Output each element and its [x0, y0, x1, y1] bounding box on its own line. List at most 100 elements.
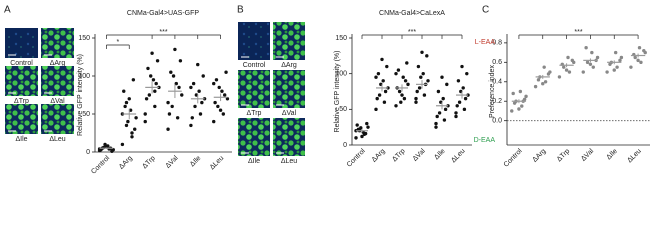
data-point	[381, 79, 385, 83]
data-point	[385, 64, 389, 69]
data-point	[217, 85, 221, 90]
data-point	[465, 71, 469, 76]
data-point	[605, 70, 609, 74]
data-point	[619, 55, 624, 60]
data-point	[151, 78, 156, 82]
data-point	[425, 54, 429, 58]
data-point	[581, 70, 585, 74]
micrograph	[5, 104, 38, 134]
data-point	[221, 112, 226, 116]
x-tick-label: ΔTrp	[391, 148, 407, 164]
data-point	[178, 59, 183, 63]
micrograph	[41, 104, 74, 134]
data-point	[394, 104, 398, 108]
data-point	[520, 104, 524, 108]
data-point	[214, 78, 219, 82]
data-point	[461, 86, 465, 90]
data-point	[440, 75, 444, 79]
image-label: ΔLeu	[281, 158, 297, 165]
data-point	[130, 131, 134, 135]
data-point	[590, 50, 594, 55]
data-point	[454, 111, 458, 115]
data-point	[399, 100, 403, 104]
x-tick-label: ΔIle	[189, 155, 203, 169]
data-point	[420, 50, 424, 54]
data-point	[131, 78, 136, 82]
x-tick-label: ΔLeu	[209, 155, 226, 172]
data-point	[436, 89, 441, 94]
data-point	[153, 89, 157, 93]
data-point	[415, 89, 419, 94]
data-point	[103, 142, 107, 147]
data-point	[166, 100, 170, 105]
micrograph	[273, 118, 305, 156]
data-point	[212, 119, 216, 124]
data-point	[435, 114, 439, 119]
chart-title: CNMa-Gal4>CaLexA	[379, 10, 445, 17]
top-label: L-EAA	[475, 39, 496, 46]
image-label: ΔVal	[282, 110, 297, 117]
data-point	[377, 93, 382, 97]
x-tick-label: ΔVal	[580, 147, 595, 162]
data-point	[122, 89, 126, 93]
data-point	[457, 100, 462, 104]
data-point	[421, 71, 425, 76]
data-point	[456, 79, 461, 83]
data-point	[130, 135, 134, 139]
data-point	[401, 75, 405, 79]
data-point	[365, 121, 369, 126]
data-point	[536, 78, 541, 82]
y-tick-label: 50	[339, 106, 347, 113]
data-point	[570, 58, 575, 63]
data-point	[543, 80, 548, 84]
micrograph	[41, 28, 74, 58]
micrograph	[5, 28, 38, 58]
micrograph	[273, 22, 305, 60]
x-tick-label: Control	[503, 147, 524, 168]
micrograph	[273, 70, 305, 108]
data-point	[193, 104, 197, 109]
data-point	[636, 58, 640, 63]
data-point	[512, 101, 517, 105]
micrograph	[238, 22, 270, 60]
image-label: ΔArg	[50, 60, 66, 67]
data-point	[375, 96, 379, 101]
x-tick-label: Control	[90, 154, 111, 175]
data-point	[518, 89, 523, 94]
panel-letter: C	[482, 5, 489, 16]
data-point	[383, 89, 388, 94]
data-point	[359, 126, 363, 130]
image-label: ΔArg	[281, 62, 297, 69]
data-point	[155, 59, 160, 63]
data-point	[133, 127, 137, 131]
data-point	[374, 75, 378, 79]
data-point	[564, 68, 569, 72]
data-point	[460, 64, 464, 69]
data-point	[189, 123, 193, 128]
data-point	[167, 112, 172, 116]
data-point	[123, 104, 127, 109]
data-point	[110, 149, 114, 153]
data-point	[455, 104, 459, 108]
y-tick-label: 0.4	[492, 79, 502, 86]
data-point	[595, 55, 600, 60]
image-label: ΔVal	[50, 98, 65, 105]
data-point	[180, 93, 184, 97]
data-point	[120, 142, 125, 147]
data-point	[419, 75, 423, 79]
image-label: ΔLeu	[49, 136, 65, 143]
data-point	[224, 70, 228, 74]
data-point	[396, 68, 401, 72]
data-point	[612, 68, 616, 72]
y-tick-label: 150	[335, 35, 347, 42]
data-point	[360, 134, 364, 139]
data-point	[441, 96, 445, 101]
data-point	[397, 89, 402, 94]
data-point	[406, 82, 410, 87]
significance: ***	[574, 29, 582, 36]
x-tick-label: ΔArg	[118, 155, 134, 171]
significance: ***	[159, 29, 167, 36]
data-point	[149, 74, 153, 78]
x-tick-label: ΔArg	[532, 148, 548, 164]
data-point	[608, 62, 612, 66]
